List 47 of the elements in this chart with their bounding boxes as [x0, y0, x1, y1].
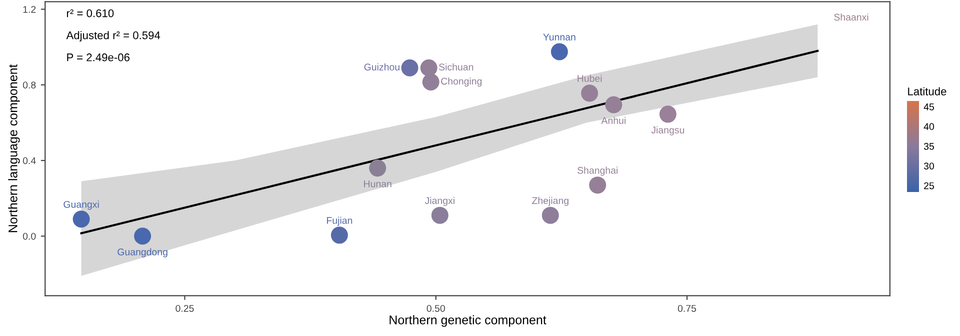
annotation: Jiangxi: [424, 196, 454, 206]
y-tick-label: 0.8: [22, 82, 36, 88]
annotation: Shaanxi: [834, 13, 868, 21]
point: [134, 228, 152, 245]
point: [542, 206, 559, 224]
annotation: Hunan: [364, 180, 392, 188]
color-bar-title: Latitude: [908, 87, 946, 96]
annotation: Jiangsu: [651, 126, 684, 136]
annotation: Guangdong: [118, 248, 168, 258]
annotation: Sichuan: [439, 63, 474, 70]
y-axis-title: Northern language component: [8, 64, 20, 232]
point: [605, 96, 622, 114]
point: [431, 206, 448, 224]
annotation: Guizhou: [364, 63, 400, 70]
point: [422, 74, 440, 91]
y-tick-label: 0.4: [22, 157, 36, 164]
color-bar-label: 25: [924, 182, 934, 190]
annotation: Hubei: [578, 74, 602, 82]
annotation: Chonging: [441, 78, 482, 87]
color-bar-label: 40: [924, 123, 934, 130]
point: [330, 226, 348, 244]
annotation: Yunnan: [543, 34, 576, 41]
annotation: r² = 0.610: [66, 9, 114, 18]
point: [369, 160, 386, 177]
x-tick-label: 0.75: [678, 304, 696, 312]
point: [659, 106, 676, 123]
y-tick-label: 1.2: [23, 6, 36, 13]
annotation: Guangxi: [64, 200, 99, 210]
annotation: Anhui: [601, 116, 626, 124]
x-tick-label: 0.50: [426, 304, 445, 312]
point: [581, 84, 598, 102]
color-bar-label: 45: [924, 104, 934, 110]
annotation: Adjusted r² = 0.594: [66, 31, 160, 42]
color-bar-label: 35: [924, 142, 934, 150]
point: [550, 43, 568, 60]
point: [72, 210, 90, 228]
annotation: Shanghai: [578, 166, 618, 176]
x-tick-label: 0.25: [176, 304, 194, 312]
x-axis-title: Northern genetic component: [390, 315, 546, 327]
point: [589, 176, 606, 194]
y-tick-label: 0.0: [22, 232, 36, 240]
annotation: Fujian: [327, 216, 352, 226]
color-bar-label: 30: [924, 162, 934, 170]
annotation: Zhejiang: [532, 196, 568, 206]
point: [420, 59, 438, 76]
annotation: P = 2.49e-06: [67, 53, 130, 62]
point: [401, 59, 418, 76]
